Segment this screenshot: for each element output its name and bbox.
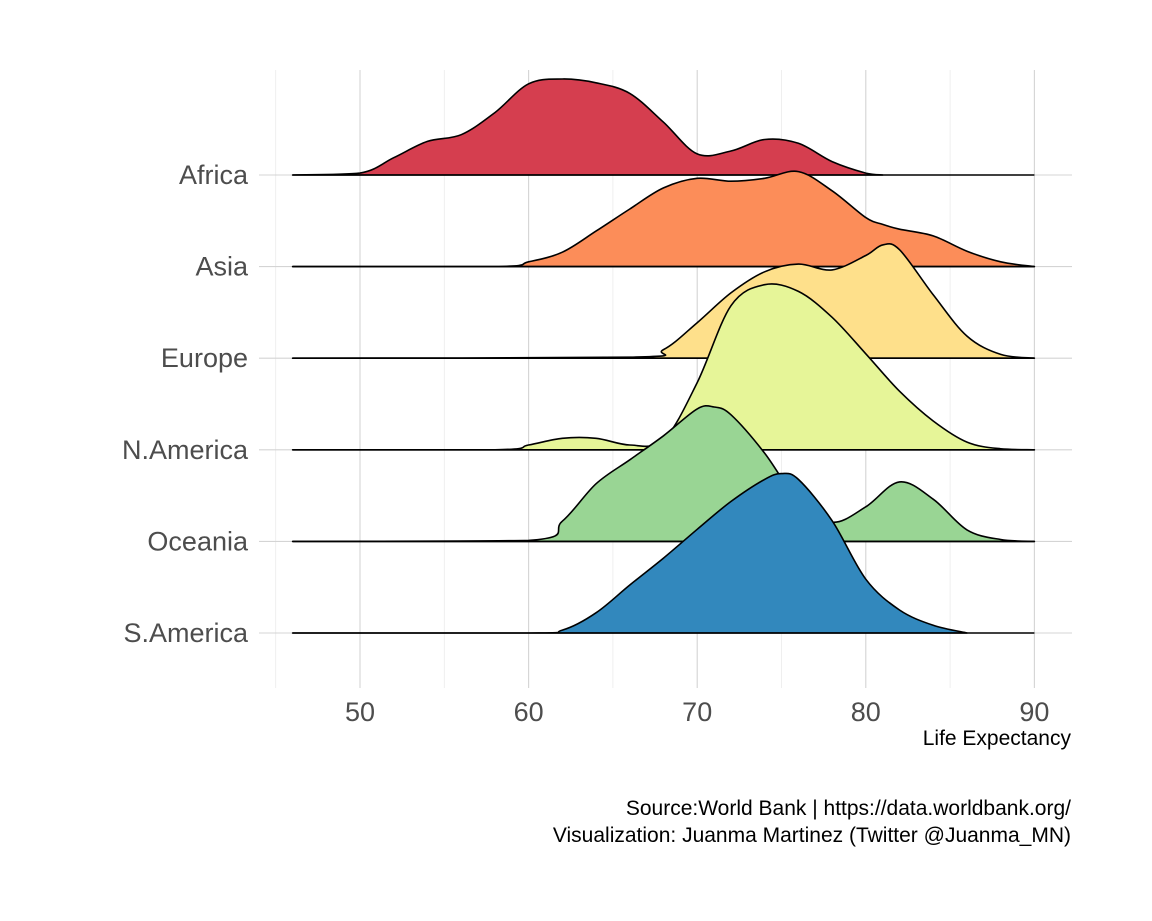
x-tick-label: 50 [345, 697, 375, 727]
y-axis-tick-labels: Africa Asia Europe N.America Oceania S.Americ… [122, 160, 249, 648]
ridge-oceania [291, 404, 1036, 543]
x-tick-label: 70 [682, 697, 712, 727]
x-tick-label: 80 [851, 697, 881, 727]
y-tick-label: Africa [179, 160, 249, 190]
ridge-asia [291, 170, 1036, 268]
ridge-n-america [291, 283, 1036, 451]
x-tick-label: 60 [514, 697, 544, 727]
ridge-africa [291, 78, 884, 176]
x-axis-title: Life Expectancy [923, 727, 1072, 750]
caption-visualization: Visualization: Juanma Martinez (Twitter … [553, 824, 1071, 847]
density-ridges [291, 78, 1036, 634]
x-axis-tick-labels: 50 60 70 80 90 [345, 697, 1049, 727]
y-tick-label: Asia [195, 252, 249, 282]
y-tick-label: Europe [161, 343, 248, 373]
x-tick-label: 90 [1019, 697, 1049, 727]
caption-source: Source:World Bank | https://data.worldba… [626, 797, 1071, 820]
y-tick-label: Oceania [147, 526, 249, 556]
ridge-s-america [291, 472, 968, 634]
y-tick-label: S.America [123, 618, 249, 648]
y-tick-label: N.America [122, 435, 249, 465]
ridge-europe [291, 243, 1036, 359]
